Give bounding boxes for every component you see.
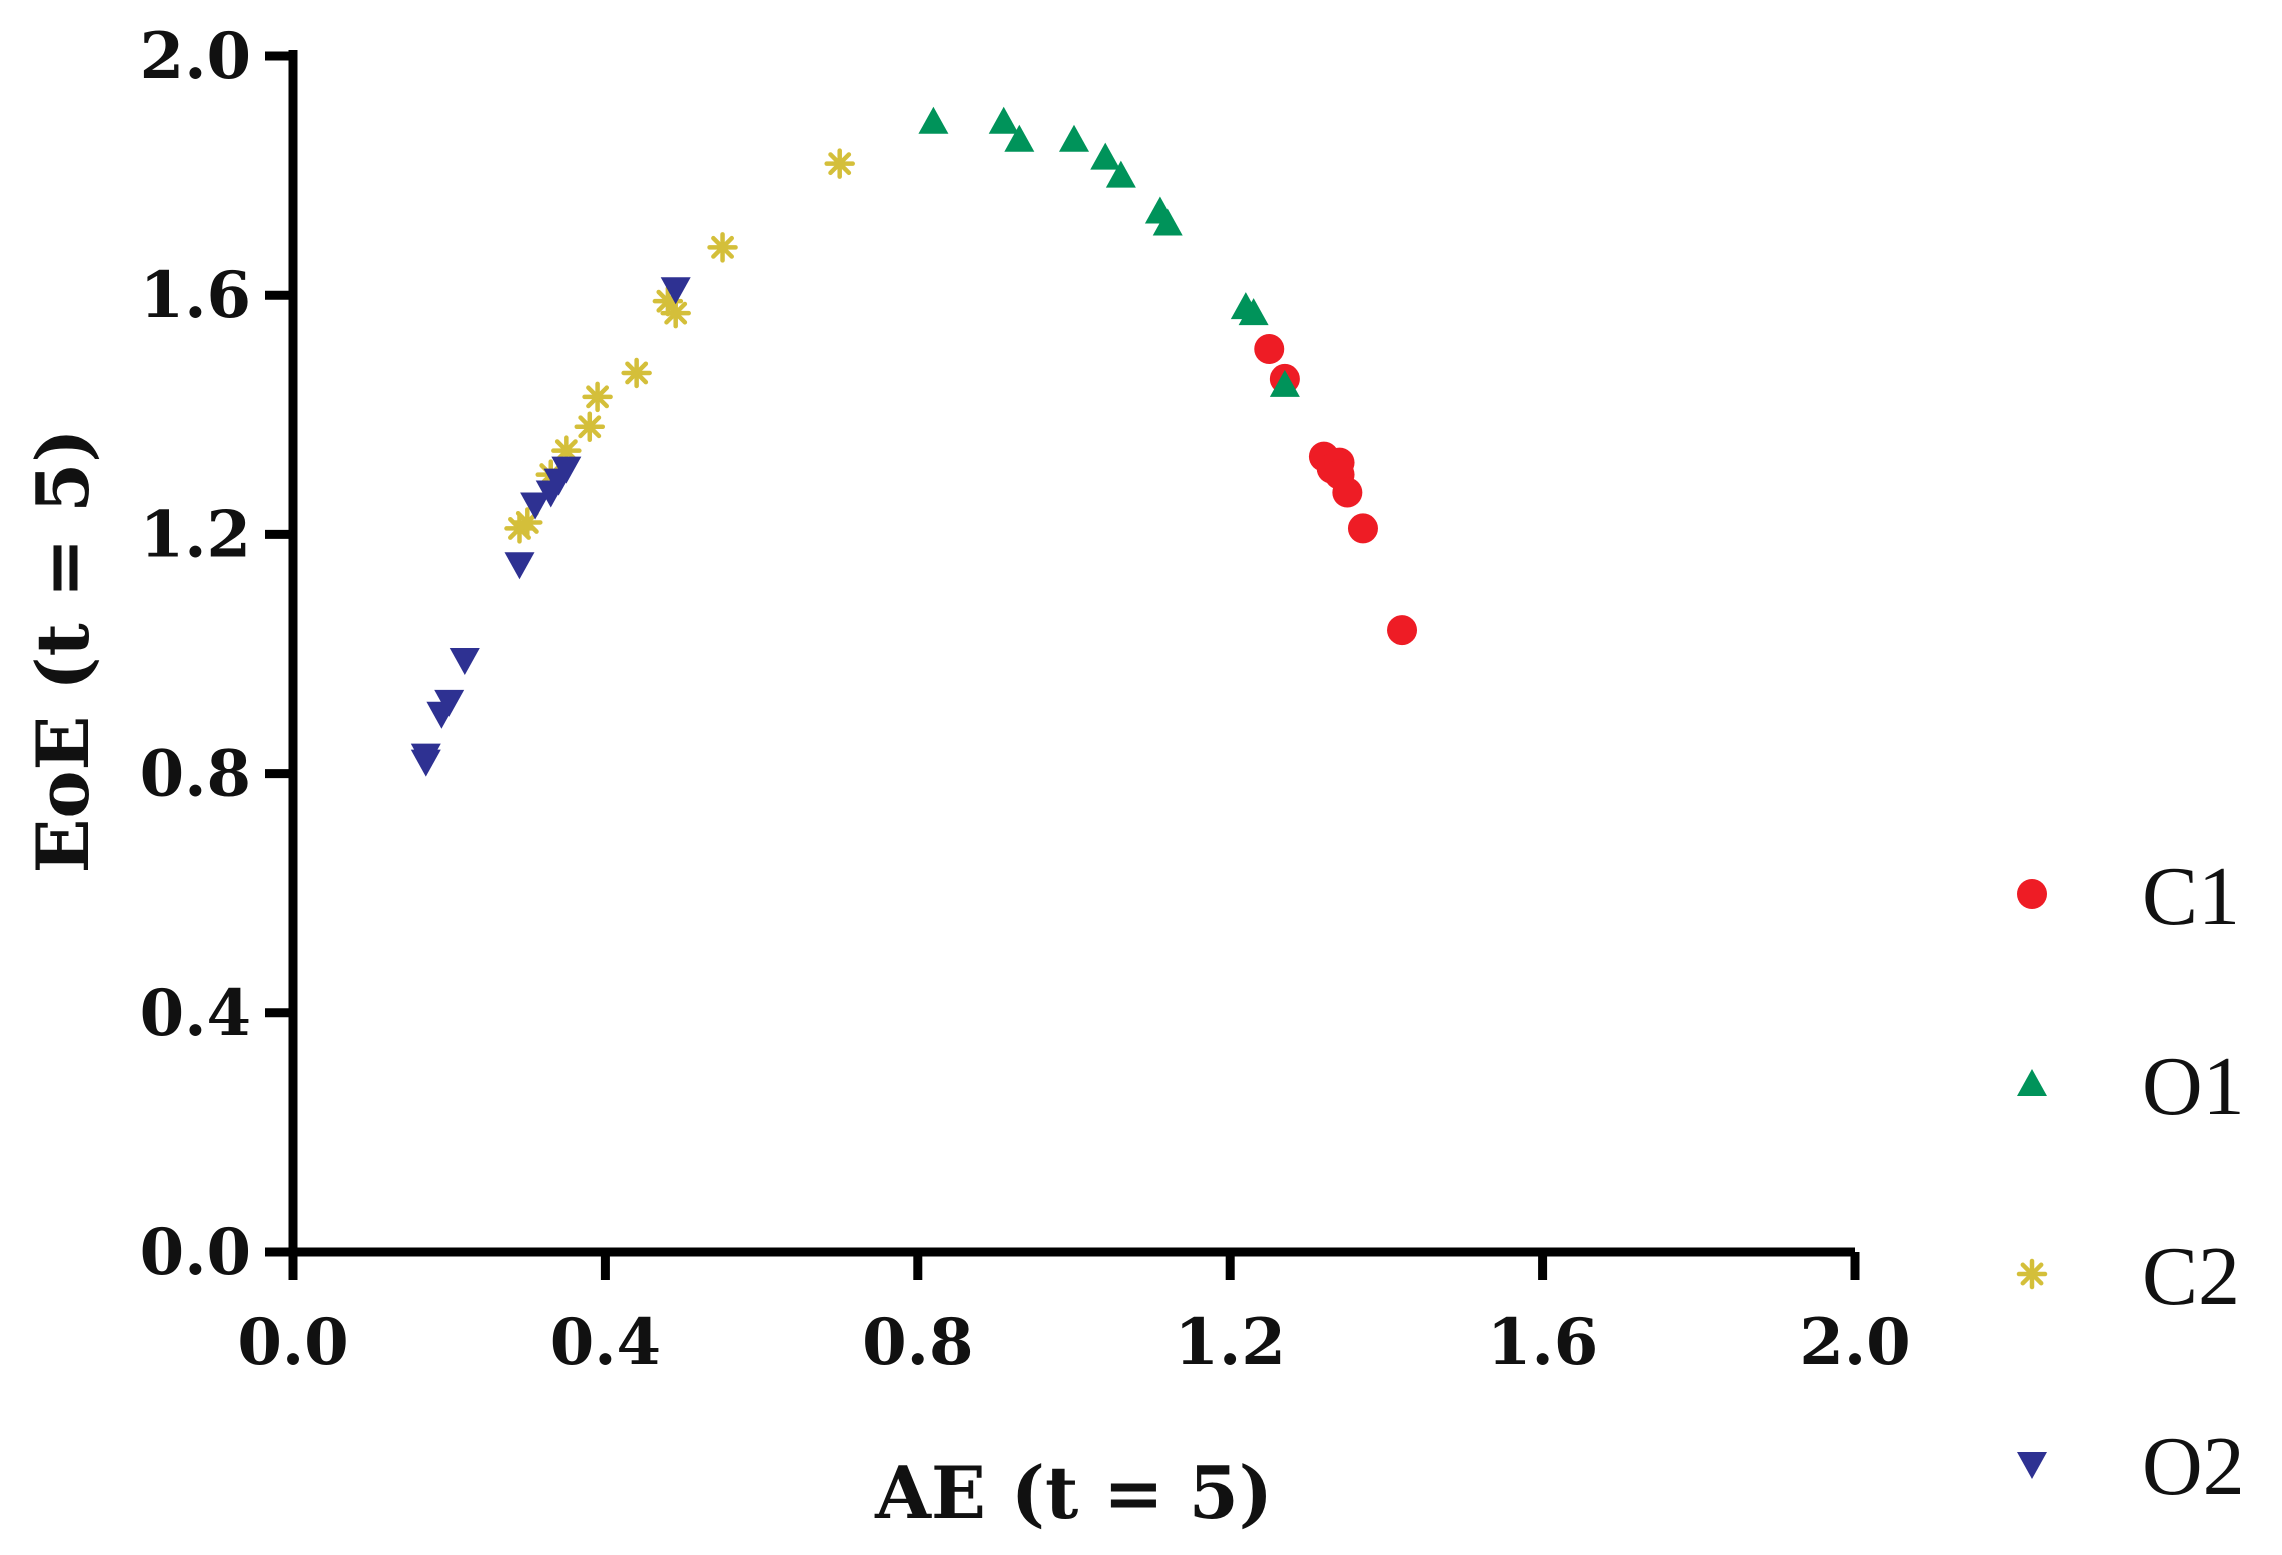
data-point-c1 xyxy=(1254,334,1285,365)
legend-label-c1: C1 xyxy=(2142,850,2240,943)
data-point-o1 xyxy=(1090,142,1121,170)
data-point-o1 xyxy=(1238,298,1269,326)
data-point-o1 xyxy=(1152,208,1183,236)
y-tick-label: 1.6 xyxy=(140,258,251,333)
y-tick-label: 0.0 xyxy=(140,1215,251,1290)
x-axis-title: AE (t = 5) xyxy=(874,1450,1273,1535)
y-tick-label: 0.8 xyxy=(140,737,251,812)
series-o2 xyxy=(410,277,691,777)
series-o1 xyxy=(918,106,1300,397)
data-point-c2 xyxy=(574,411,606,443)
data-point-o2 xyxy=(449,647,480,675)
data-point-c2 xyxy=(621,357,652,389)
legend-item-o2: O2 xyxy=(2017,1420,2245,1513)
data-point-c2 xyxy=(660,297,691,329)
data-point-o1 xyxy=(918,106,949,134)
x-tick-label: 0.4 xyxy=(550,1305,661,1380)
data-point-c1 xyxy=(1387,615,1418,646)
y-tick-label: 1.2 xyxy=(140,497,251,572)
data-point-o2 xyxy=(434,689,465,717)
legend-label-o2: O2 xyxy=(2142,1420,2245,1513)
data-point-c2 xyxy=(582,381,613,413)
data-point-c2 xyxy=(707,232,738,263)
data-point-o1 xyxy=(988,106,1019,134)
legend-marker-o2 xyxy=(2017,1452,2047,1479)
legend-marker-c1 xyxy=(2017,879,2047,909)
data-point-c1 xyxy=(1347,513,1378,544)
data-point-o2 xyxy=(551,456,582,484)
data-point-c2 xyxy=(824,148,855,179)
data-points xyxy=(410,106,1418,777)
legend-item-c1: C1 xyxy=(2017,850,2240,943)
legend-marker-c2 xyxy=(2016,1258,2048,1290)
data-point-o2 xyxy=(410,749,441,777)
data-point-o1 xyxy=(1004,124,1035,152)
y-tick-label: 2.0 xyxy=(140,19,251,94)
axes xyxy=(288,50,1855,1257)
legend-label-o1: O1 xyxy=(2142,1040,2245,1133)
legend-item-o1: O1 xyxy=(2017,1040,2245,1133)
data-point-o1 xyxy=(1105,160,1136,188)
legend-marker-o1 xyxy=(2017,1069,2047,1096)
x-tick-label: 1.6 xyxy=(1487,1305,1598,1380)
x-tick-label: 0.0 xyxy=(237,1305,348,1380)
data-point-c1 xyxy=(1332,477,1363,508)
y-axis-title: EoE (t = 5) xyxy=(20,429,105,874)
x-tick-label: 0.8 xyxy=(862,1305,973,1380)
legend: C1 O1 C2 O2 xyxy=(2016,850,2245,1513)
legend-label-c2: C2 xyxy=(2142,1230,2240,1323)
x-tick-label: 1.2 xyxy=(1175,1305,1286,1380)
data-point-o2 xyxy=(660,277,691,305)
series-c1 xyxy=(1254,334,1418,646)
data-point-o1 xyxy=(1269,369,1300,397)
y-tick-label: 0.4 xyxy=(140,976,251,1051)
legend-item-c2: C2 xyxy=(2016,1230,2240,1323)
y-ticks: 0.0 0.4 0.8 1.2 1.6 2.0 xyxy=(140,19,293,1290)
data-point-o2 xyxy=(520,492,551,520)
data-point-o1 xyxy=(1059,124,1089,152)
x-tick-label: 2.0 xyxy=(1799,1305,1910,1380)
data-point-o2 xyxy=(504,552,535,580)
x-ticks: 0.0 0.4 0.8 1.2 1.6 2.0 xyxy=(237,1252,1911,1380)
